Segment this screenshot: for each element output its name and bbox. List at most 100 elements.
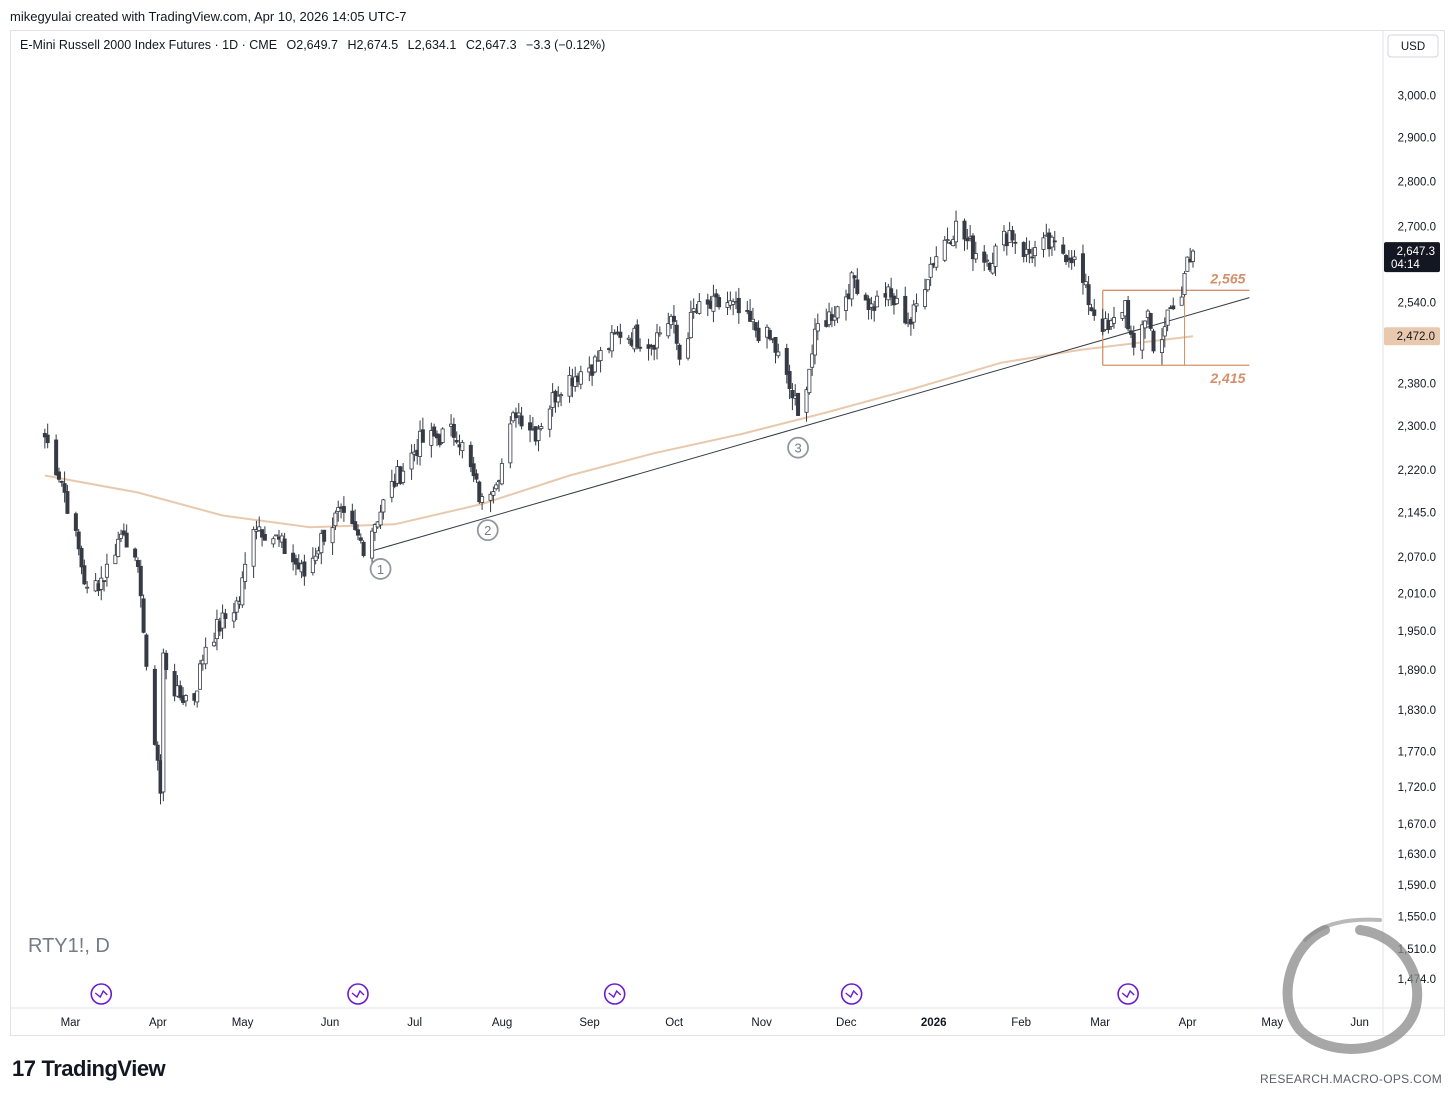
currency-label[interactable]: USD xyxy=(1401,41,1425,53)
candle-body xyxy=(330,527,335,544)
candle-body xyxy=(358,537,363,541)
range-high-label: 2,565 xyxy=(1209,270,1245,286)
candle-body xyxy=(773,337,778,353)
candle-body xyxy=(736,298,741,314)
x-tick-label: Jun xyxy=(1350,1017,1369,1029)
candle-body xyxy=(1190,250,1195,262)
candle-body xyxy=(655,332,660,349)
y-tick-label: 2,070.0 xyxy=(1398,552,1436,564)
candle-body xyxy=(141,598,146,633)
pivot-marker-3[interactable] xyxy=(787,436,809,459)
candle-body xyxy=(223,613,228,619)
pivot-marker-2[interactable] xyxy=(476,519,499,542)
event-arrow-icon xyxy=(1121,989,1135,999)
candle-body xyxy=(869,303,874,308)
candle-body xyxy=(79,547,84,568)
candle-body xyxy=(488,493,493,501)
candle-body xyxy=(116,538,121,557)
trendline[interactable] xyxy=(371,297,1250,552)
y-tick-label: 1,770.0 xyxy=(1398,747,1436,759)
ink-circle-logo-icon xyxy=(1282,925,1423,1054)
candle-body xyxy=(970,235,975,260)
candle-body xyxy=(451,423,456,438)
tradingview-brand[interactable]: 17 TradingView xyxy=(12,1056,166,1082)
ma-price-value: 2,472.0 xyxy=(1397,331,1435,343)
candle-body xyxy=(76,531,81,550)
candle-body xyxy=(697,301,702,314)
candle-body xyxy=(855,279,860,294)
candle-body xyxy=(1171,305,1176,310)
candle-body xyxy=(790,390,795,399)
candle-body xyxy=(875,295,880,308)
candle-body xyxy=(756,327,761,342)
y-tick-label: 1,720.0 xyxy=(1398,782,1436,794)
candle-body xyxy=(934,256,939,268)
candle-body xyxy=(474,473,479,480)
x-tick-label: Sep xyxy=(579,1017,599,1029)
y-tick-label: 2,800.0 xyxy=(1398,176,1436,188)
candle-body xyxy=(370,530,375,559)
candle-body xyxy=(203,646,208,665)
y-tick-label: 2,145.0 xyxy=(1398,508,1436,520)
tradingview-name: TradingView xyxy=(41,1056,166,1081)
x-tick-label: Nov xyxy=(751,1017,772,1029)
candle-body xyxy=(313,555,318,562)
candle-body xyxy=(124,532,129,548)
last-price-tag[interactable] xyxy=(1384,242,1440,273)
candle-body xyxy=(1128,330,1133,335)
candle-body xyxy=(671,315,676,322)
candle-body xyxy=(1061,244,1066,254)
pivot-marker-1[interactable] xyxy=(369,558,392,580)
y-tick-label: 1,550.0 xyxy=(1398,911,1436,923)
candle-body xyxy=(468,444,473,468)
candle-body xyxy=(274,534,279,537)
candle-body xyxy=(954,220,959,243)
candle-body xyxy=(1033,247,1038,257)
candle-body xyxy=(810,353,815,368)
candle-body xyxy=(711,295,716,312)
candle-body xyxy=(282,538,287,555)
candle-body xyxy=(638,346,643,349)
candle-body xyxy=(1041,237,1046,250)
candle-body xyxy=(161,652,166,793)
candle-body xyxy=(925,279,930,291)
candle-body xyxy=(592,356,597,373)
candle-body xyxy=(666,323,671,337)
x-tick-label: Apr xyxy=(1179,1017,1197,1029)
candle-body xyxy=(928,263,933,278)
y-tick-label: 1,950.0 xyxy=(1398,626,1436,638)
candle-body xyxy=(1072,256,1077,260)
candle-body xyxy=(133,548,138,558)
chart-frame[interactable] xyxy=(10,30,1445,1036)
candle-body xyxy=(243,563,248,582)
candle-body xyxy=(195,690,200,703)
candle-body xyxy=(59,480,64,483)
candle-body xyxy=(942,239,947,261)
x-tick-label: Mar xyxy=(61,1017,81,1029)
candle-body xyxy=(849,272,854,300)
candle-body xyxy=(104,563,109,578)
ma-price-tag[interactable] xyxy=(1384,327,1440,346)
candle-body xyxy=(784,347,789,375)
y-tick-label: 2,220.0 xyxy=(1398,465,1436,477)
candle-body xyxy=(491,491,496,496)
candle-body xyxy=(152,668,157,745)
legend-instrument: E-Mini Russell 2000 Index Futures · 1D ·… xyxy=(20,38,278,52)
candle-body xyxy=(657,332,662,335)
y-tick-label: 2,300.0 xyxy=(1398,421,1436,433)
y-tick-label: 1,630.0 xyxy=(1398,849,1436,861)
credit-url[interactable]: RESEARCH.MACRO-OPS.COM xyxy=(1260,1072,1442,1086)
candle-body xyxy=(121,530,126,535)
currency-box[interactable] xyxy=(1387,34,1439,58)
event-arrow-icon xyxy=(845,989,859,999)
candle-body xyxy=(135,560,140,567)
candle-body xyxy=(832,316,837,321)
pivot-marker-label: 1 xyxy=(377,562,384,577)
last-price-value: 2,647.3 xyxy=(1397,246,1435,258)
candle-body xyxy=(911,304,916,323)
candle-body xyxy=(1052,240,1057,243)
candle-body xyxy=(45,434,50,444)
candle-body xyxy=(753,322,758,331)
candle-body xyxy=(852,275,857,279)
